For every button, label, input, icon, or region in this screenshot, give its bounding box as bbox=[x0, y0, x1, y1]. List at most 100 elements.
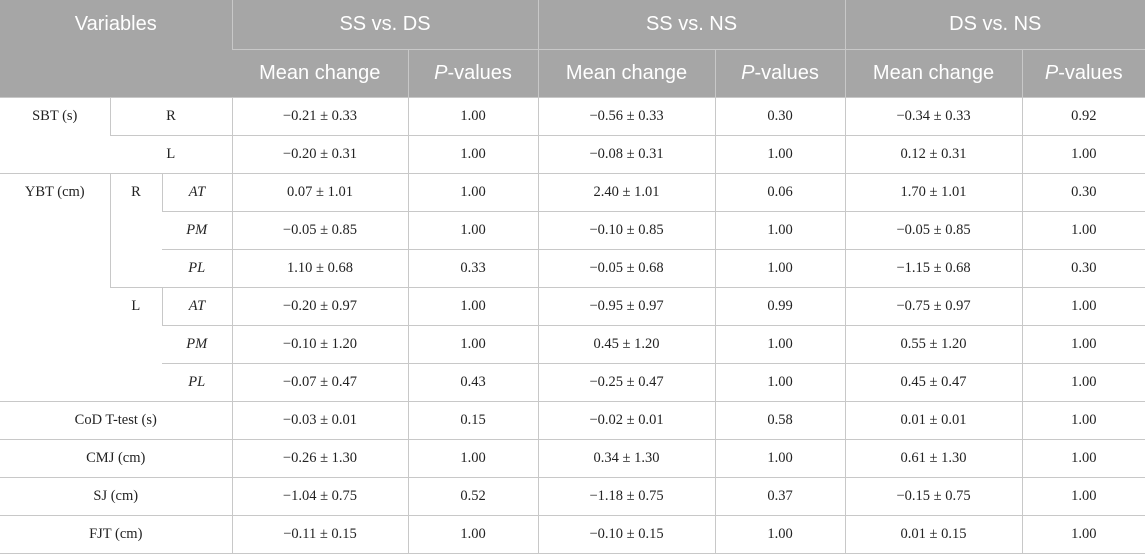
p-value-cell: 1.00 bbox=[1021, 287, 1145, 326]
table-body: SBT (s) R −0.21 ± 0.33 1.00 −0.56 ± 0.33… bbox=[0, 97, 1145, 554]
mean-change-cell: −0.05 ± 0.85 bbox=[231, 211, 408, 250]
group-header-ds-ns: DS vs. NS bbox=[844, 0, 1145, 50]
p-value-cell: 0.15 bbox=[407, 401, 539, 440]
mean-change-cell: −0.56 ± 0.33 bbox=[537, 97, 716, 136]
p-letter: P bbox=[741, 62, 755, 84]
p-value-cell: 1.00 bbox=[1021, 363, 1145, 402]
p-value-cell: 0.43 bbox=[407, 363, 539, 402]
side-label: R bbox=[109, 97, 232, 136]
p-value-cell: 1.00 bbox=[1021, 439, 1145, 478]
p-values-header: P-values bbox=[407, 49, 539, 98]
p-value-cell: 0.52 bbox=[407, 477, 539, 516]
p-suffix: -values bbox=[447, 62, 512, 84]
mean-change-cell: −0.20 ± 0.31 bbox=[231, 135, 408, 174]
p-value-cell: 1.00 bbox=[714, 439, 846, 478]
variable-label-sj: SJ (cm) bbox=[0, 477, 232, 516]
mean-change-cell: −0.02 ± 0.01 bbox=[537, 401, 716, 440]
p-value-cell: 1.00 bbox=[1021, 135, 1145, 174]
mean-change-cell: −0.03 ± 0.01 bbox=[231, 401, 408, 440]
p-value-cell: 1.00 bbox=[407, 515, 539, 554]
p-value-cell: 1.00 bbox=[714, 249, 846, 288]
p-value-cell: 1.00 bbox=[407, 173, 539, 212]
side-label: L bbox=[110, 287, 162, 402]
mean-change-cell: −0.07 ± 0.47 bbox=[231, 363, 408, 402]
p-value-cell: 0.33 bbox=[407, 249, 539, 288]
mean-change-cell: 0.12 ± 0.31 bbox=[844, 135, 1023, 174]
p-value-cell: 1.00 bbox=[1021, 211, 1145, 250]
p-value-cell: 1.00 bbox=[1021, 401, 1145, 440]
group-header-ss-ds: SS vs. DS bbox=[231, 0, 539, 50]
p-value-cell: 1.00 bbox=[407, 287, 539, 326]
table-row: CMJ (cm) −0.26 ± 1.30 1.00 0.34 ± 1.30 1… bbox=[0, 439, 1145, 478]
mean-change-cell: −0.10 ± 0.85 bbox=[537, 211, 716, 250]
p-value-cell: 1.00 bbox=[1021, 477, 1145, 516]
table-row: SBT (s) R −0.21 ± 0.33 1.00 −0.56 ± 0.33… bbox=[0, 97, 1145, 174]
table-row: SJ (cm) −1.04 ± 0.75 0.52 −1.18 ± 0.75 0… bbox=[0, 477, 1145, 516]
mean-change-cell: −0.34 ± 0.33 bbox=[844, 97, 1023, 136]
table-row: PM −0.05 ± 0.85 1.00 −0.10 ± 0.85 1.00 −… bbox=[0, 211, 1145, 250]
mean-change-cell: −0.21 ± 0.33 bbox=[231, 97, 408, 136]
variables-header: Variables bbox=[0, 0, 232, 98]
mean-change-cell: −0.10 ± 0.15 bbox=[537, 515, 716, 554]
direction-label: PM bbox=[162, 211, 232, 250]
p-value-cell: 1.00 bbox=[407, 211, 539, 250]
p-suffix: -values bbox=[1058, 62, 1123, 84]
p-values-header: P-values bbox=[1021, 49, 1145, 98]
mean-change-header: Mean change bbox=[537, 49, 716, 98]
p-letter: P bbox=[1044, 62, 1059, 84]
mean-change-cell: 1.70 ± 1.01 bbox=[844, 173, 1023, 212]
mean-change-cell: −1.04 ± 0.75 bbox=[231, 477, 408, 516]
variable-label-cod: CoD T-test (s) bbox=[0, 401, 232, 440]
p-value-cell: 1.00 bbox=[714, 325, 846, 364]
p-value-cell: 0.30 bbox=[714, 97, 846, 136]
mean-change-cell: −0.25 ± 0.47 bbox=[537, 363, 716, 402]
direction-label: PL bbox=[162, 249, 232, 288]
p-value-cell: 0.30 bbox=[1021, 249, 1145, 288]
direction-label: AT bbox=[161, 173, 232, 212]
mean-change-cell: −0.75 ± 0.97 bbox=[844, 287, 1023, 326]
p-value-cell: 1.00 bbox=[714, 135, 846, 174]
mean-change-cell: −1.15 ± 0.68 bbox=[844, 249, 1023, 288]
p-value-cell: 0.30 bbox=[1021, 173, 1145, 212]
variable-label-cmj: CMJ (cm) bbox=[0, 439, 232, 478]
mean-change-cell: −1.18 ± 0.75 bbox=[537, 477, 716, 516]
p-value-cell: 0.99 bbox=[714, 287, 846, 326]
mean-change-cell: 0.45 ± 1.20 bbox=[537, 325, 716, 364]
mean-change-cell: −0.95 ± 0.97 bbox=[537, 287, 716, 326]
side-label: L bbox=[110, 135, 232, 174]
mean-change-cell: −0.10 ± 1.20 bbox=[231, 325, 408, 364]
mean-change-cell: 0.01 ± 0.15 bbox=[844, 515, 1023, 554]
p-value-cell: 1.00 bbox=[714, 515, 846, 554]
table-row: PM −0.10 ± 1.20 1.00 0.45 ± 1.20 1.00 0.… bbox=[0, 325, 1145, 364]
p-letter: P bbox=[434, 62, 448, 84]
p-value-cell: 0.92 bbox=[1021, 97, 1145, 136]
mean-change-cell: −0.08 ± 0.31 bbox=[537, 135, 716, 174]
group-header-ss-ns: SS vs. NS bbox=[537, 0, 846, 50]
direction-label: AT bbox=[161, 287, 232, 326]
mean-change-cell: 0.34 ± 1.30 bbox=[537, 439, 716, 478]
p-value-cell: 1.00 bbox=[407, 325, 539, 364]
p-value-cell: 1.00 bbox=[1021, 325, 1145, 364]
mean-change-cell: −0.15 ± 0.75 bbox=[844, 477, 1023, 516]
table-row: L −0.20 ± 0.31 1.00 −0.08 ± 0.31 1.00 0.… bbox=[0, 135, 1145, 174]
mean-change-cell: −0.05 ± 0.68 bbox=[537, 249, 716, 288]
table-row: CoD T-test (s) −0.03 ± 0.01 0.15 −0.02 ±… bbox=[0, 401, 1145, 440]
variable-label-ybt: YBT (cm) bbox=[0, 173, 110, 402]
mean-change-header: Mean change bbox=[844, 49, 1023, 98]
p-values-header: P-values bbox=[714, 49, 846, 98]
mean-change-cell: 0.07 ± 1.01 bbox=[231, 173, 408, 212]
table-row: PL −0.07 ± 0.47 0.43 −0.25 ± 0.47 1.00 0… bbox=[0, 363, 1145, 402]
table-row: FJT (cm) −0.11 ± 0.15 1.00 −0.10 ± 0.15 … bbox=[0, 515, 1145, 554]
p-suffix: -values bbox=[754, 62, 819, 84]
mean-change-cell: 2.40 ± 1.01 bbox=[537, 173, 716, 212]
mean-change-cell: −0.20 ± 0.97 bbox=[231, 287, 408, 326]
p-value-cell: 1.00 bbox=[1021, 515, 1145, 554]
mean-change-cell: 0.45 ± 0.47 bbox=[844, 363, 1023, 402]
mean-change-cell: −0.11 ± 0.15 bbox=[231, 515, 408, 554]
mean-change-cell: −0.26 ± 1.30 bbox=[231, 439, 408, 478]
p-value-cell: 0.58 bbox=[714, 401, 846, 440]
p-value-cell: 0.06 bbox=[714, 173, 846, 212]
mean-change-cell: 1.10 ± 0.68 bbox=[231, 249, 408, 288]
variable-label-fjt: FJT (cm) bbox=[0, 515, 232, 554]
